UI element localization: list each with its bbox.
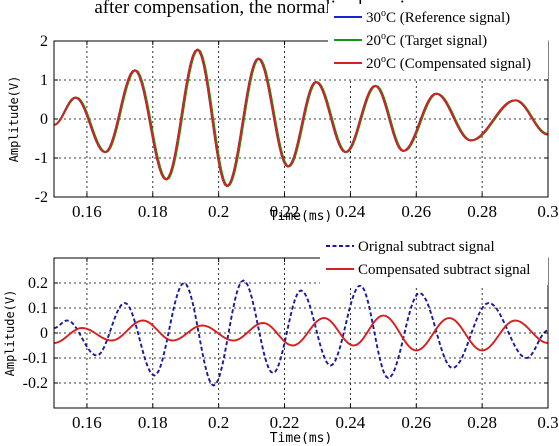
x-tick-label: 0.18 [138, 202, 168, 221]
series-line-orignal-subtract-signal [53, 279, 549, 387]
legend-label-superscript: o [381, 31, 386, 42]
legend-label-base: 30 [366, 10, 381, 26]
y-tick-label: 0.2 [28, 275, 48, 292]
x-tick-label: 0.22 [270, 202, 300, 221]
x-tick-label: 0.28 [467, 202, 497, 221]
y-tick-label: -0.2 [23, 375, 48, 392]
x-tick-label: 0.24 [336, 413, 366, 432]
x-tick-label: 0.18 [138, 413, 168, 432]
x-tick-label: 0.22 [270, 413, 300, 432]
legend: 30oC (Reference signal)20oC (Target sign… [328, 4, 548, 79]
x-axis-label: Time(ms) [270, 431, 333, 446]
legend-label-orignal-subtract-signal: Orignal subtract signal [358, 239, 495, 255]
legend-label-superscript: o [381, 8, 386, 19]
y-tick-label: -2 [35, 189, 48, 206]
y-axis-label: Amplitude(V) [7, 76, 21, 163]
x-tick-label: 0.16 [72, 413, 102, 432]
top-chart-reference-target-compensated: 0.16 0.18 0.2 0.22 0.24 0.26 0.28 0.3 -2 -1 0 1 2 Tim… [7, 4, 559, 224]
x-axis-label: Time(ms) [270, 209, 333, 224]
y-tick-label: 2 [40, 33, 48, 50]
x-tick-label: 0.28 [467, 413, 497, 432]
y-tick-label: 0 [40, 111, 48, 128]
x-tick-label: 0.16 [72, 202, 102, 221]
legend-label-20-c-compensated-signal: 20oC (Compensated signal) [366, 54, 531, 72]
y-tick-label: -1 [35, 150, 48, 167]
x-tick-label: 0.3 [537, 202, 558, 221]
x-tick-label: 0.2 [208, 202, 229, 221]
legend-label-base: Compensated subtract signal [358, 262, 530, 278]
y-axis-label: Amplitude(V) [3, 290, 17, 377]
y-tick-label: 0 [40, 325, 48, 342]
legend-box [328, 4, 548, 79]
legend-label-rest: C (Reference signal) [386, 10, 510, 26]
series-line-20-c-compensated-signal [53, 48, 549, 188]
legend-label-base: 20 [366, 33, 381, 49]
legend-label-30-c-reference-signal: 30oC (Reference signal) [366, 8, 510, 26]
legend-label-compensated-subtract-signal: Compensated subtract signal [358, 262, 530, 278]
y-tick-label: 0.1 [28, 300, 48, 317]
legend-label-20-c-target-signal: 20oC (Target signal) [366, 31, 487, 49]
legend-box [320, 233, 548, 285]
legend-label-base: Orignal subtract signal [358, 239, 495, 255]
x-tick-label: 0.2 [208, 413, 229, 432]
series-line-compensated-subtract-signal [53, 314, 549, 352]
legend-label-rest: C (Compensated signal) [386, 56, 531, 72]
y-tick-label: 1 [40, 72, 48, 89]
x-tick-label: 0.26 [401, 202, 431, 221]
bottom-chart-subtract-signals: 0.16 0.18 0.2 0.22 0.24 0.26 0.28 0.3 -0.2 -0.1 0 0… [3, 233, 559, 446]
legend-label-superscript: o [381, 54, 386, 65]
legend-label-base: 20 [366, 56, 381, 72]
x-tick-label: 0.3 [537, 413, 558, 432]
x-tick-label: 0.26 [401, 413, 431, 432]
x-tick-label: 0.24 [336, 202, 366, 221]
legend: Orignal subtract signal Compensated subtr… [320, 233, 548, 285]
y-tick-label: -0.1 [23, 350, 48, 367]
legend-label-rest: C (Target signal) [386, 33, 487, 49]
